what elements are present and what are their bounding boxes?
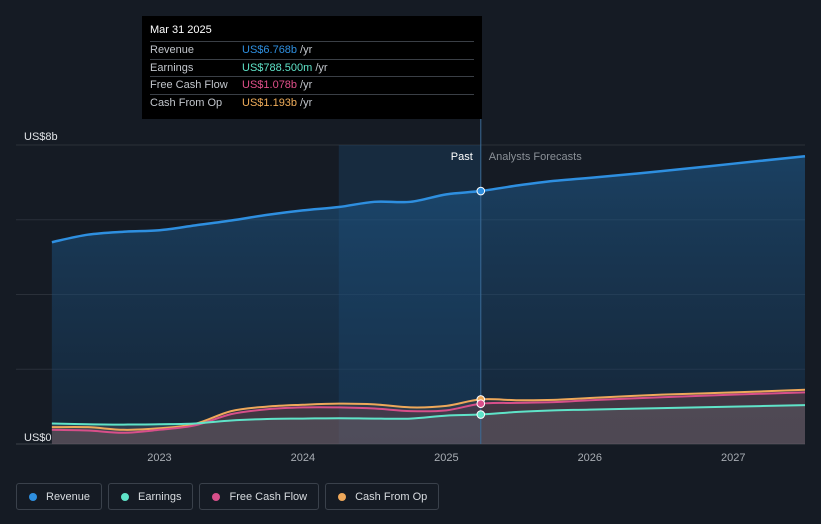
free-cash-flow-point <box>476 399 486 409</box>
tooltip-row-revenue: Revenue US$6.768b /yr <box>150 41 474 59</box>
free-cash-flow-line <box>51 391 806 434</box>
x-tick-label: 2026 <box>578 452 602 464</box>
forecast-label: Analysts Forecasts <box>489 151 582 163</box>
earnings-point <box>476 410 486 419</box>
tooltip-row-cash-from-op: Cash From Op US$1.193b /yr <box>150 93 474 112</box>
tooltip-unit: /yr <box>300 96 313 109</box>
legend-dot-icon <box>121 492 130 501</box>
tooltip-unit: /yr <box>315 61 328 74</box>
x-tick-label: 2024 <box>291 452 315 464</box>
tooltip-label: Cash From Op <box>150 96 223 109</box>
tooltip-label: Free Cash Flow <box>150 79 228 91</box>
earnings-area <box>51 405 805 444</box>
revenue-point <box>476 186 486 196</box>
tooltip-unit: /yr <box>300 79 313 91</box>
legend-item-free-cash-flow[interactable]: Free Cash Flow <box>199 483 320 510</box>
legend-item-earnings[interactable]: Earnings <box>108 483 194 510</box>
free-cash-flow-area <box>51 392 805 444</box>
legend-label: Revenue <box>46 490 91 503</box>
past-label: Past <box>451 151 473 163</box>
tooltip-value: US$6.768b <box>242 44 298 56</box>
legend-dot-icon <box>338 492 347 501</box>
legend-item-cash-from-op[interactable]: Cash From Op <box>325 483 440 510</box>
tooltip-row-free-cash-flow: Free Cash Flow US$1.078b /yr <box>150 76 474 94</box>
legend-item-revenue[interactable]: Revenue <box>16 483 103 510</box>
legend-dot-icon <box>212 492 221 501</box>
tooltip-unit: /yr <box>300 44 313 56</box>
series-markers <box>476 186 486 419</box>
x-tick-label: 2025 <box>434 452 458 464</box>
tooltip-value: US$1.193b <box>242 96 298 109</box>
series-areas <box>51 156 805 444</box>
y-tick-label: US$8b <box>24 131 58 143</box>
tooltip-value: US$788.500m <box>242 61 313 74</box>
earnings-line <box>51 404 806 426</box>
x-tick-label: 2027 <box>721 452 745 464</box>
tooltip-label: Earnings <box>150 61 194 74</box>
legend-label: Free Cash Flow <box>229 490 308 503</box>
legend-dot-icon <box>29 492 37 501</box>
tooltip: Mar 31 2025 Revenue US$6.768b /yr Earnin… <box>142 16 482 119</box>
legend-label: Cash From Op <box>355 490 428 503</box>
series-lines <box>51 154 806 434</box>
tooltip-label: Revenue <box>150 44 195 56</box>
revenue-line <box>51 154 806 244</box>
tooltip-value: US$1.078b <box>242 79 298 91</box>
x-axis-labels: 2023 2024 2025 2026 2027 <box>147 452 745 464</box>
x-tick-label: 2023 <box>147 452 171 464</box>
y-axis-labels: US$0 US$8b <box>24 131 58 444</box>
tooltip-date: Mar 31 2025 <box>150 24 212 36</box>
legend: Revenue Earnings Free Cash Flow Cash Fro… <box>16 483 440 510</box>
tooltip-row-earnings: Earnings US$788.500m /yr <box>150 58 474 77</box>
cash-from-op-line <box>51 388 806 431</box>
revenue-area <box>51 156 805 444</box>
y-tick-label: US$0 <box>24 432 52 444</box>
legend-label: Earnings <box>138 490 182 503</box>
